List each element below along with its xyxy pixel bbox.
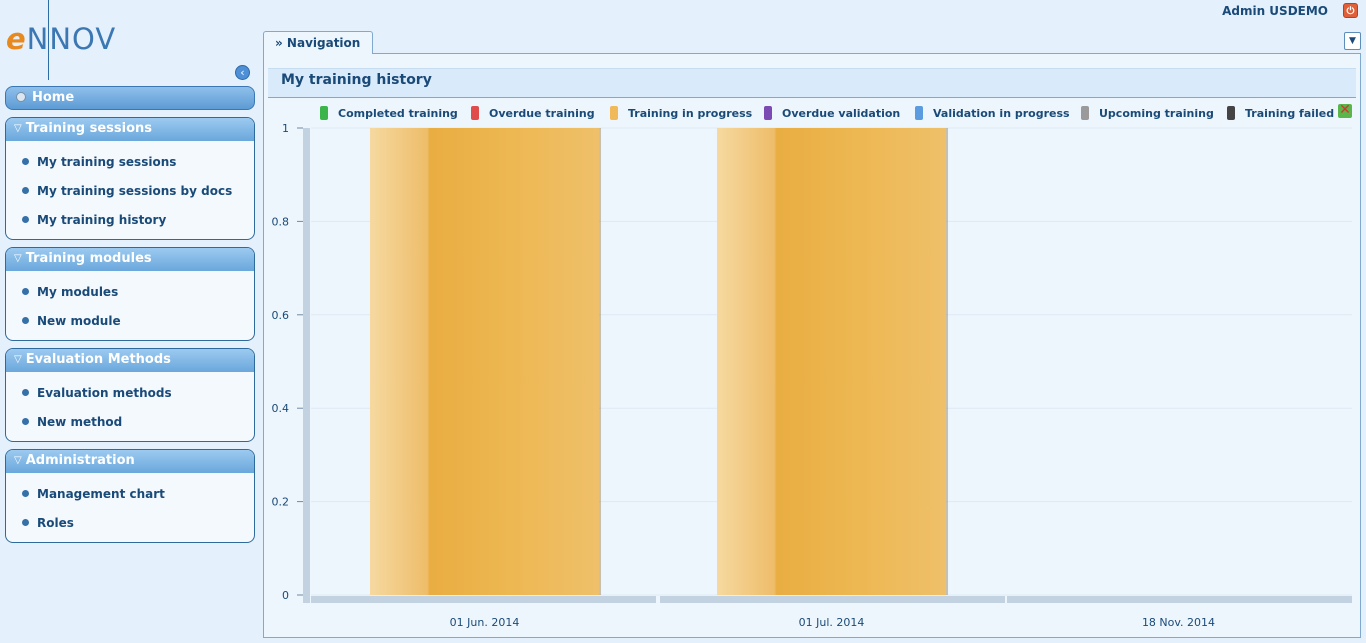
legend-training-in-progress[interactable]: Training in progress [610,106,752,122]
logo-rest: NNOV [26,22,117,56]
training-history-chart: 0 0.2 0.4 0.6 0.8 1 01 Jun. 2014 01 Jul. 2014 18… [272,122,1352,629]
page-title: My training history [281,72,432,88]
legend-swatch [1227,106,1235,120]
sidebar-item-my-modules[interactable]: My modules [6,278,254,307]
legend-swatch [764,106,772,120]
sidebar-item-my-training-history[interactable]: My training history [6,206,254,235]
sidebar-item-new-module[interactable]: New module [6,307,254,336]
bullet-icon [22,418,29,425]
x-axis-band [311,596,656,603]
triangle-down-icon: ▽ [14,123,22,134]
legend-label: Overdue validation [782,107,901,120]
panel-evaluation-methods: ▽ Evaluation Methods Evaluation methods N… [5,348,255,442]
legend-upcoming-training[interactable]: Upcoming training [1081,106,1214,122]
panel-header-training-sessions[interactable]: ▽ Training sessions [6,118,254,141]
legend-swatch [471,106,479,120]
sidebar-item-label: Management chart [37,487,165,501]
legend-label: Overdue training [489,107,595,120]
x-tick-label: 01 Jun. 2014 [450,616,520,629]
panel-title: Evaluation Methods [25,352,171,367]
x-tick-label: 18 Nov. 2014 [1142,616,1215,629]
sidebar-item-management-chart[interactable]: Management chart [6,480,254,509]
bullet-icon [22,158,29,165]
sidebar-item-my-training-sessions-by-docs[interactable]: My training sessions by docs [6,177,254,206]
legend-training-failed[interactable]: Training failed [1227,106,1334,122]
bullet-icon [22,389,29,396]
y-tick-label: 0.4 [272,402,290,415]
bar-shadow [946,128,949,595]
x-axis-band [660,596,1005,603]
sidebar-item-roles[interactable]: Roles [6,509,254,538]
sidebar-item-label: My modules [37,285,119,299]
x-axis-band [1007,596,1352,603]
legend-label: Upcoming training [1099,107,1214,120]
sidebar-item-label: My training sessions by docs [37,184,233,198]
bullet-icon [22,216,29,223]
legend-swatch [1081,106,1089,120]
y-tick-label: 0.2 [272,496,290,509]
panel-header-administration[interactable]: ▽ Administration [6,450,254,473]
user-name[interactable]: Admin USDEMO [1222,4,1328,18]
ennov-logo: eNNOV [6,22,191,62]
sidebar-item-label: Roles [37,516,74,530]
panel-training-modules: ▽ Training modules My modules New module [5,247,255,341]
y-tick-label: 0 [282,589,289,602]
home-label: Home [32,90,75,105]
collapse-sidebar-icon[interactable]: ‹ [235,65,250,80]
legend-label: Training failed [1245,107,1335,120]
triangle-down-icon: ▽ [14,253,22,264]
home-button[interactable]: Home [5,86,255,110]
legend-swatch [610,106,618,120]
panel-training-sessions: ▽ Training sessions My training sessions … [5,117,255,240]
bullet-icon [22,317,29,324]
bar-training-in-progress[interactable] [716,128,947,595]
page-title-bar: My training history [268,68,1356,98]
logo-prefix: e [6,22,27,56]
bullet-icon [22,288,29,295]
sidebar-item-evaluation-methods[interactable]: Evaluation methods [6,379,254,408]
sidebar-item-label: My training sessions [37,155,177,169]
panel-header-training-modules[interactable]: ▽ Training modules [6,248,254,271]
tab-strip-line [373,53,1361,54]
sidebar-item-my-training-sessions[interactable]: My training sessions [6,148,254,177]
sidebar-item-new-method[interactable]: New method [6,408,254,437]
tab-navigation[interactable]: » Navigation [263,31,373,54]
legend-validation-in-progress[interactable]: Validation in progress [915,106,1070,122]
sidebar-item-label: New method [37,415,123,429]
panel-title: Training modules [25,251,152,266]
bar-training-in-progress[interactable] [369,128,600,595]
panel-title: Administration [25,453,135,468]
legend-completed-training[interactable]: Completed training [320,106,458,122]
bullet-icon [22,519,29,526]
sidebar-item-label: My training history [37,213,167,227]
triangle-down-icon: ▽ [14,354,22,365]
logo-divider [48,0,49,80]
triangle-down-icon: ▽ [14,455,22,466]
tab-menu-dropdown-icon[interactable]: ▼ [1344,32,1361,50]
legend-label: Completed training [338,107,458,120]
y-axis-bar [303,128,310,603]
x-tick-label: 01 Jul. 2014 [799,616,865,629]
panel-title: Training sessions [25,121,152,136]
legend-overdue-training[interactable]: Overdue training [471,106,595,122]
legend-label: Validation in progress [933,107,1070,120]
bullet-icon [22,187,29,194]
sidebar-item-label: Evaluation methods [37,386,172,400]
panel-administration: ▽ Administration Management chart Roles [5,449,255,543]
logout-power-icon[interactable]: ⏻ [1343,3,1358,18]
y-tick-label: 0.6 [272,309,290,322]
legend-swatch [915,106,923,120]
legend-overdue-validation[interactable]: Overdue validation [764,106,900,122]
y-tick-label: 0.8 [272,215,290,228]
bullet-icon [22,490,29,497]
panel-header-evaluation-methods[interactable]: ▽ Evaluation Methods [6,349,254,372]
legend-toggle-icon[interactable]: ✕ [1338,102,1352,118]
home-bullet-icon [16,92,26,102]
sidebar-item-label: New module [37,314,121,328]
y-tick-label: 1 [282,122,289,135]
legend-label: Training in progress [628,107,753,120]
bar-shadow [599,128,602,595]
legend-swatch [320,106,328,120]
